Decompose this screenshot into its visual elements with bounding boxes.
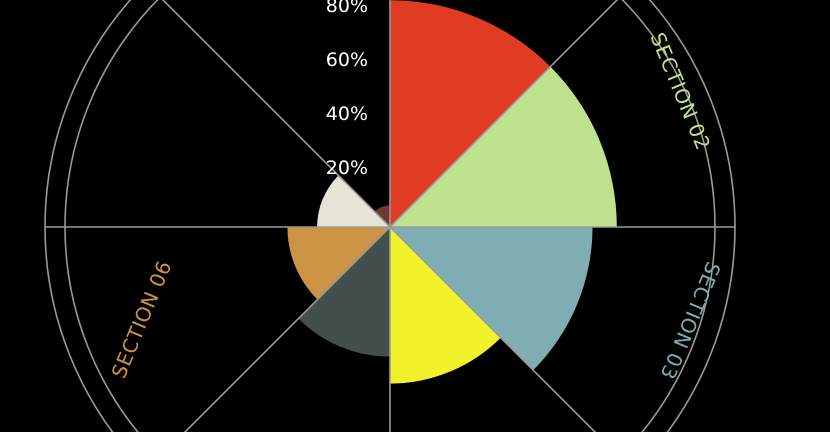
r-tick-label-80: 80% [326,0,368,17]
r-tick-label-20: 20% [326,157,368,179]
grid-spoke-8 [161,0,391,228]
inner-ring [64,0,716,432]
sector-7 [317,175,390,227]
sector-1 [390,0,551,228]
sector-5 [298,227,390,357]
sector-8 [374,205,390,227]
grid-spoke-4 [389,226,597,432]
r-tick-label-40: 40% [326,103,368,125]
tick-labels-group: 20% 40% 60% 80% [326,0,368,179]
section-label-03: SECTION 03 [655,258,725,383]
r-tick-label-60: 60% [326,49,368,71]
sector-4 [390,227,501,384]
grid-group [44,0,736,432]
sector-2 [390,66,617,228]
outer-ring [44,0,736,432]
grid-spoke-6 [183,226,391,432]
sector-3 [390,227,593,371]
grid-spoke-2 [389,0,619,228]
sector-6 [287,227,390,300]
section-label-06: SECTION 06 [107,257,177,382]
sectors-group [287,0,617,384]
section-label-02: SECTION 02 [645,29,715,154]
